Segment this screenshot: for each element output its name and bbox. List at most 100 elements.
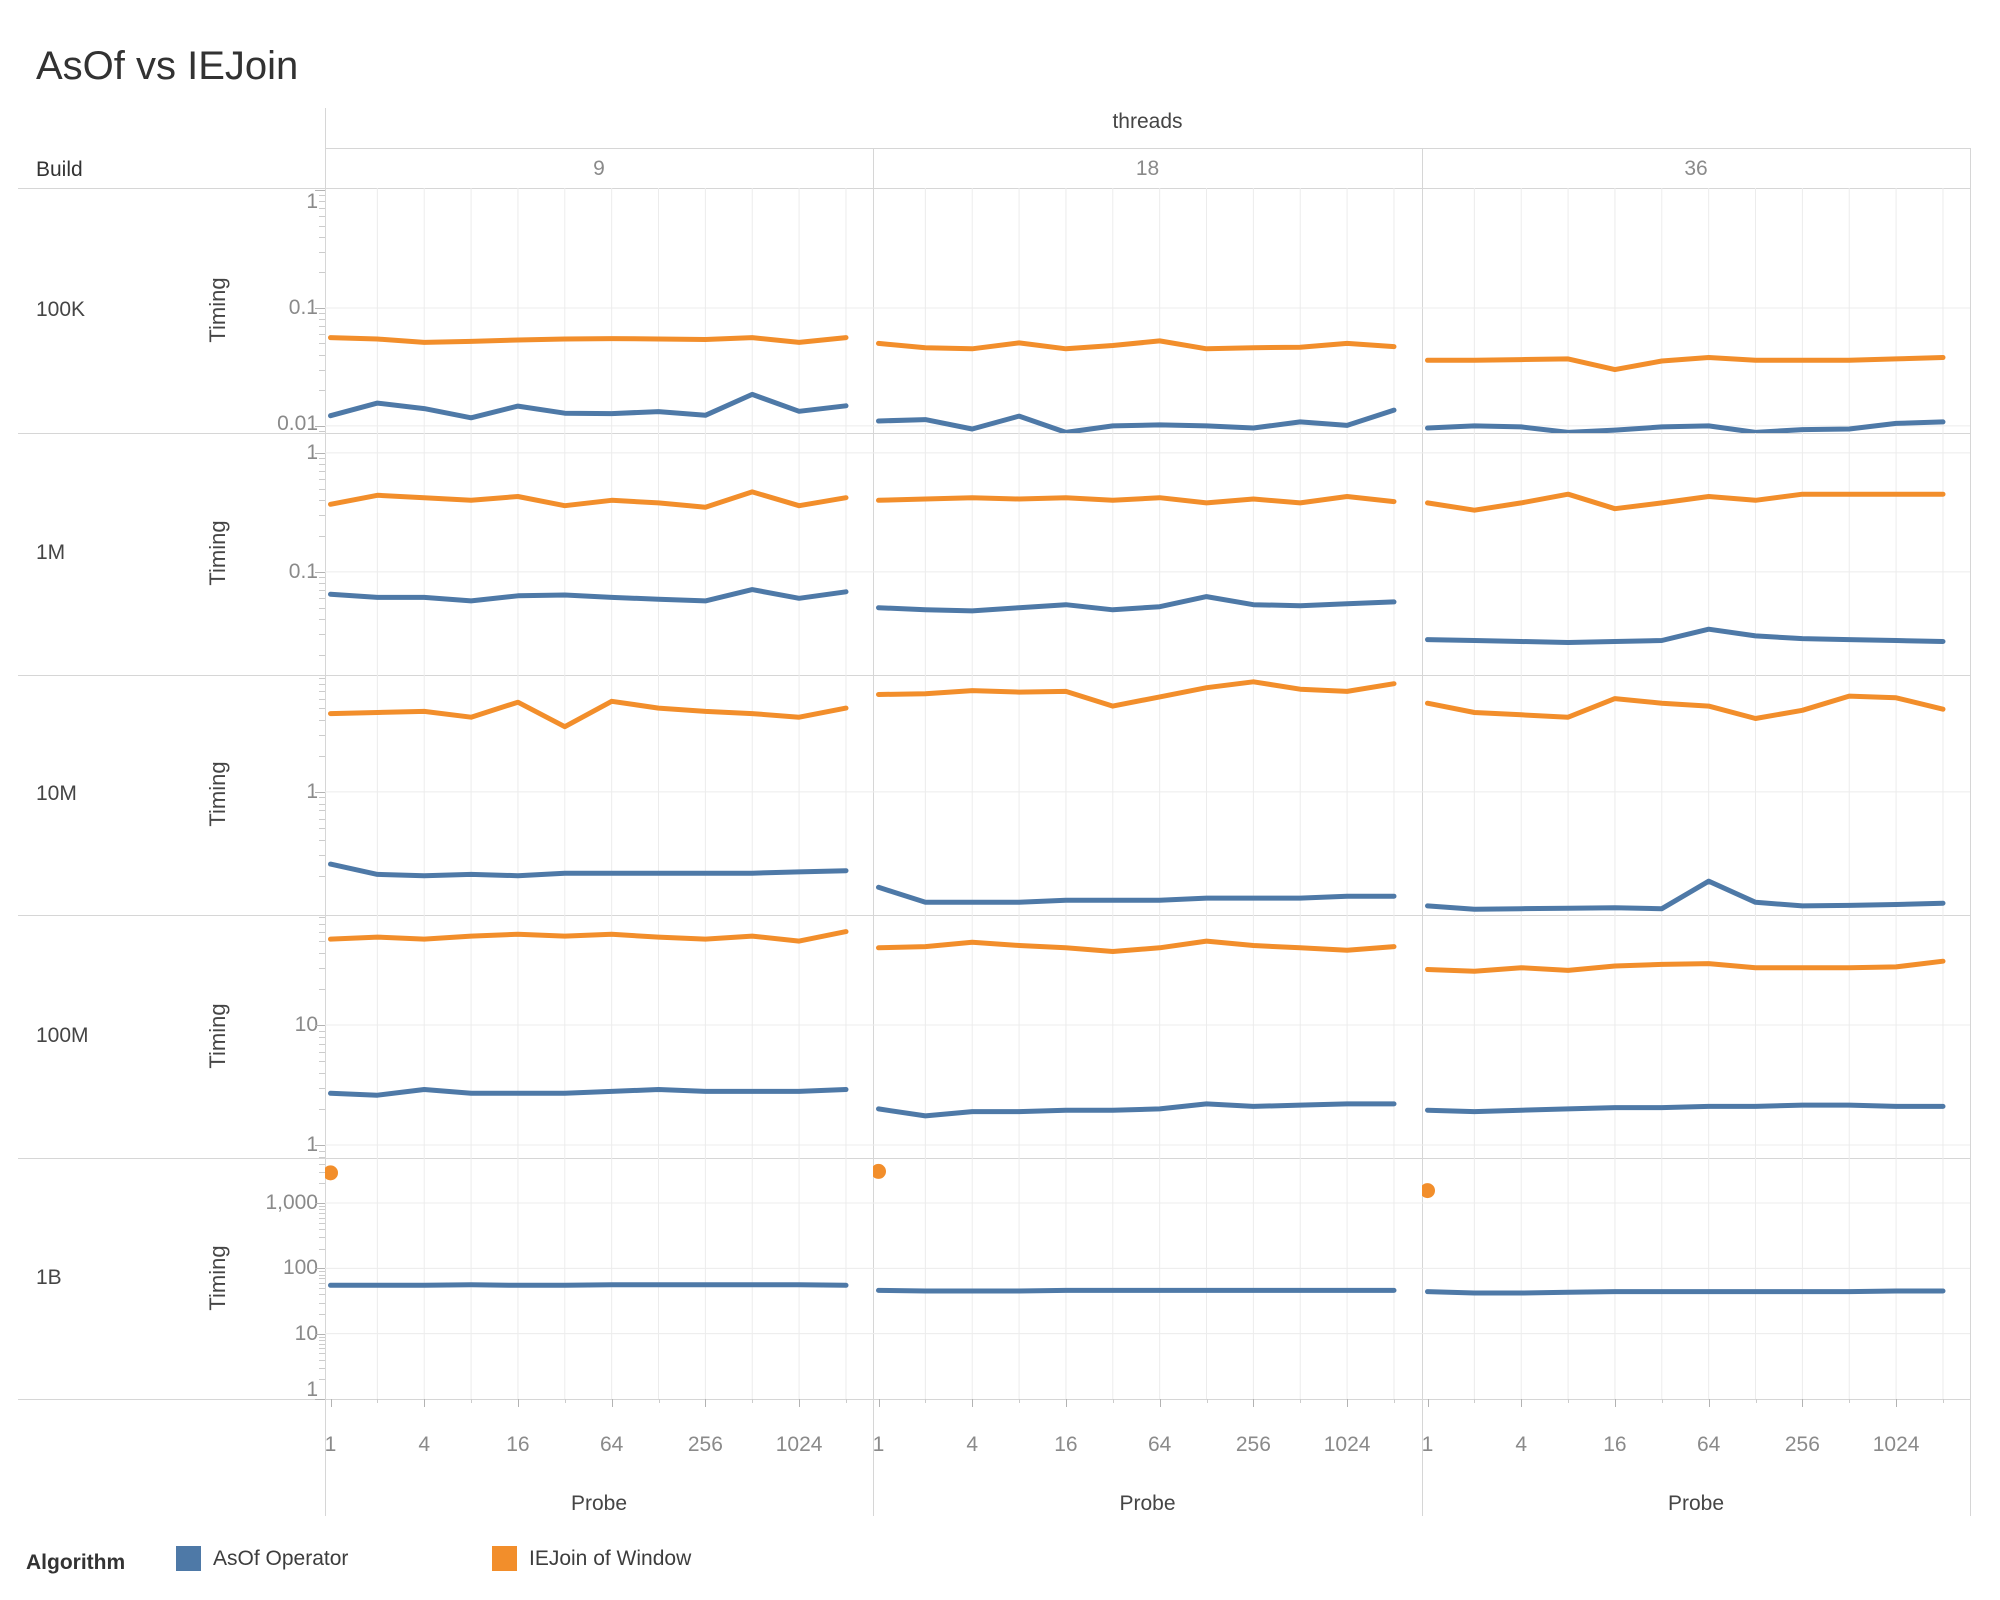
facet-panel-100M-18t[interactable]: [873, 915, 1422, 1158]
build-label-100K: 100K: [36, 297, 86, 321]
series-line-asof-operator[interactable]: [328, 587, 849, 604]
facet-panel-1M-9t[interactable]: [325, 433, 873, 675]
x-tick-label: 16: [1603, 1433, 1627, 1456]
series-line-asof-operator[interactable]: [328, 1282, 849, 1288]
facet-panel-1M-36t[interactable]: [1422, 433, 1970, 675]
x-axis-tick: [1942, 1399, 1944, 1403]
series-line-iejoin-of-window[interactable]: [1425, 693, 1946, 721]
series-line-asof-operator[interactable]: [1425, 1102, 1946, 1115]
facet-panel-10M-36t[interactable]: [1422, 675, 1970, 915]
y-axis-minor-tick: [319, 1353, 325, 1355]
y-axis-minor-tick: [319, 1206, 325, 1208]
x-axis-tick: [1474, 1399, 1476, 1403]
column-header-9: 9: [593, 157, 605, 180]
series-line-asof-operator[interactable]: [876, 407, 1397, 433]
row-border: [18, 433, 1970, 434]
series-line-asof-operator[interactable]: [1425, 878, 1946, 912]
series-line-asof-operator[interactable]: [876, 1101, 1397, 1119]
y-axis-minor-tick: [319, 988, 325, 990]
y-tick-label: 10: [294, 1013, 318, 1036]
facet-panel-100M-9t[interactable]: [325, 915, 873, 1158]
y-axis-minor-tick: [319, 1294, 325, 1296]
series-line-iejoin-of-window[interactable]: [328, 335, 849, 345]
y-axis-minor-tick: [319, 931, 325, 933]
y-axis-minor-tick: [319, 515, 325, 517]
y-axis-minor-tick: [319, 500, 325, 502]
facet-panel-1B-9t[interactable]: [325, 1158, 873, 1399]
right-border: [1970, 148, 1971, 1516]
series-line-asof-operator[interactable]: [1425, 419, 1946, 433]
series-line-asof-operator[interactable]: [876, 884, 1397, 905]
y-axis-minor-tick: [319, 1348, 325, 1350]
facet-panel-100K-9t[interactable]: [325, 188, 873, 433]
facet-panel-100K-36t[interactable]: [1422, 188, 1970, 433]
x-tick-label: 1024: [1872, 1433, 1920, 1456]
x-axis-tick: [1708, 1399, 1710, 1407]
series-line-iejoin-of-window[interactable]: [328, 698, 849, 730]
series-line-asof-operator[interactable]: [1425, 1288, 1946, 1296]
y-axis-minor-tick: [319, 236, 325, 238]
y-axis-minor-tick: [319, 1043, 325, 1045]
y-axis-minor-tick: [319, 458, 325, 460]
y-axis-minor-tick: [319, 1248, 325, 1250]
series-line-iejoin-of-window[interactable]: [876, 338, 1397, 352]
series-point-iejoin-of-window[interactable]: [873, 1163, 886, 1179]
series-point-iejoin-of-window[interactable]: [1422, 1183, 1435, 1199]
series-line-iejoin-of-window[interactable]: [328, 489, 849, 510]
y-axis-minor-tick: [319, 875, 325, 877]
y-axis-minor-tick: [319, 1156, 325, 1158]
facet-panel-100K-18t[interactable]: [873, 188, 1422, 433]
y-axis-minor-tick: [319, 272, 325, 274]
series-line-iejoin-of-window[interactable]: [328, 929, 849, 944]
series-line-asof-operator[interactable]: [328, 1087, 849, 1098]
legend-item-asof-operator[interactable]: AsOf Operator: [176, 1546, 348, 1571]
facet-panel-10M-18t[interactable]: [873, 675, 1422, 915]
column-header-18: 18: [1135, 157, 1160, 180]
y-axis-minor-tick: [319, 952, 325, 954]
y-axis-minor-tick: [319, 1367, 325, 1369]
series-line-iejoin-of-window[interactable]: [876, 679, 1397, 709]
x-axis-tick: [1347, 1399, 1349, 1407]
row-border: [18, 1399, 1970, 1400]
series-line-asof-operator[interactable]: [876, 594, 1397, 614]
x-axis-tick: [1206, 1399, 1208, 1403]
x-axis-tick: [424, 1399, 426, 1407]
facet-panel-10M-9t[interactable]: [325, 675, 873, 915]
series-line-iejoin-of-window[interactable]: [876, 494, 1397, 506]
y-axis-minor-tick: [319, 1271, 325, 1273]
x-axis-tick: [1253, 1399, 1255, 1407]
chart-title: AsOf vs IEJoin: [36, 44, 299, 88]
series-line-asof-operator[interactable]: [328, 391, 849, 421]
y-axis-line: [325, 108, 326, 1516]
series-point-iejoin-of-window[interactable]: [325, 1165, 338, 1181]
series-line-asof-operator[interactable]: [328, 861, 849, 879]
facet-panel-1B-36t[interactable]: [1422, 1158, 1970, 1399]
series-line-asof-operator[interactable]: [1425, 626, 1946, 645]
facet-panel-1M-18t[interactable]: [873, 433, 1422, 675]
series-line-iejoin-of-window[interactable]: [1425, 958, 1946, 974]
y-axis-tick: [315, 425, 325, 427]
y-axis-tick: [315, 791, 325, 793]
y-axis-minor-tick: [319, 818, 325, 820]
y-tick-label: 1: [306, 440, 318, 464]
column-header-36: 36: [1684, 157, 1708, 180]
x-tick-label: 1: [872, 1433, 885, 1456]
series-line-iejoin-of-window[interactable]: [876, 938, 1397, 954]
y-axis-tick: [315, 190, 325, 191]
y-axis-minor-tick: [319, 369, 325, 371]
series-line-asof-operator[interactable]: [876, 1287, 1397, 1294]
series-line-iejoin-of-window[interactable]: [1425, 355, 1946, 373]
facet-panel-1B-18t[interactable]: [873, 1158, 1422, 1399]
y-axis-tick: [315, 1145, 325, 1147]
y-axis-minor-tick: [319, 326, 325, 328]
y-axis-minor-tick: [319, 354, 325, 356]
x-axis-tick: [517, 1399, 519, 1407]
x-tick-label: 256: [687, 1433, 723, 1456]
facet-panel-100M-36t[interactable]: [1422, 915, 1970, 1158]
legend-item-iejoin-of-window[interactable]: IEJoin of Window: [492, 1546, 691, 1571]
y-axis-minor-tick: [319, 1030, 325, 1032]
x-tick-label: 256: [1784, 1433, 1820, 1456]
series-line-iejoin-of-window[interactable]: [1425, 491, 1946, 513]
y-axis-minor-tick: [319, 1314, 325, 1315]
y-tick-label: 1: [306, 1133, 318, 1157]
